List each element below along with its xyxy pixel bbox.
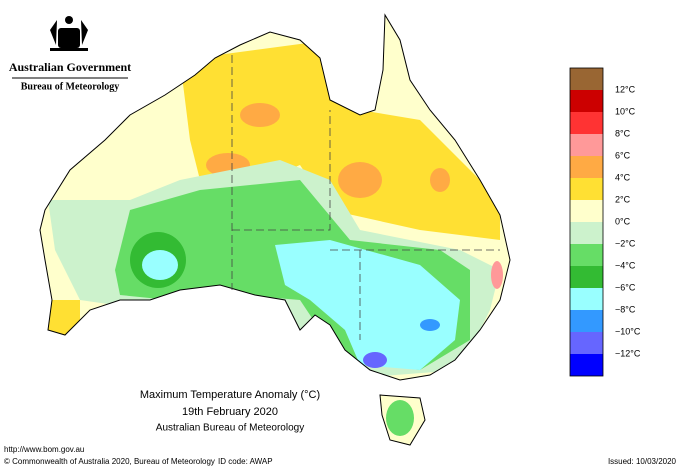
map-source: Australian Bureau of Meteorology	[156, 423, 304, 434]
legend-label: 2°C	[615, 194, 631, 204]
legend-swatch	[570, 68, 603, 90]
legend-label: 6°C	[615, 150, 631, 160]
copyright: © Commonwealth of Australia 2020, Bureau…	[4, 457, 215, 466]
legend-swatch	[570, 222, 603, 244]
legend-label: −10°C	[615, 326, 641, 336]
legend-swatch	[570, 266, 603, 288]
legend-swatch	[570, 156, 603, 178]
government: Australian Government	[9, 60, 131, 74]
legend-label: −12°C	[615, 348, 641, 358]
legend-swatch	[570, 200, 603, 222]
legend-swatch	[570, 90, 603, 112]
legend-swatch	[570, 310, 603, 332]
legend-frame	[569, 67, 604, 377]
legend-swatch	[570, 288, 603, 310]
agency: Bureau of Meteorology	[21, 81, 120, 92]
map-title: Maximum Temperature Anomaly (°C)	[140, 389, 320, 401]
legend-swatch	[570, 178, 603, 200]
legend: 12°C 10°C 8°C 6°C 4°C 2°C 0°C −2°C −4°C −6°C −8°C −…	[569, 67, 641, 377]
legend-label: −4°C	[615, 260, 636, 270]
legend-label: 10°C	[615, 106, 636, 116]
legend-label: −6°C	[615, 282, 636, 292]
url: http://www.bom.gov.au	[4, 445, 84, 454]
coat-of-arms	[50, 16, 88, 51]
coastline	[39, 13, 511, 446]
state-borders	[231, 55, 500, 340]
legend-label: 8°C	[615, 128, 631, 138]
legend-swatch	[570, 244, 603, 266]
map-date: 19th February 2020	[182, 406, 278, 418]
legend-swatch	[570, 332, 603, 354]
issued: Issued: 10/03/2020	[608, 457, 677, 466]
legend-label: −8°C	[615, 304, 636, 314]
legend-swatch	[570, 354, 603, 376]
id-code: ID code: AWAP	[218, 457, 273, 466]
legend-swatch	[570, 134, 603, 156]
legend-label: 4°C	[615, 172, 631, 182]
legend-label: −2°C	[615, 238, 636, 248]
legend-label: 12°C	[615, 84, 636, 94]
legend-swatch	[570, 112, 603, 134]
legend-label: 0°C	[615, 216, 631, 226]
